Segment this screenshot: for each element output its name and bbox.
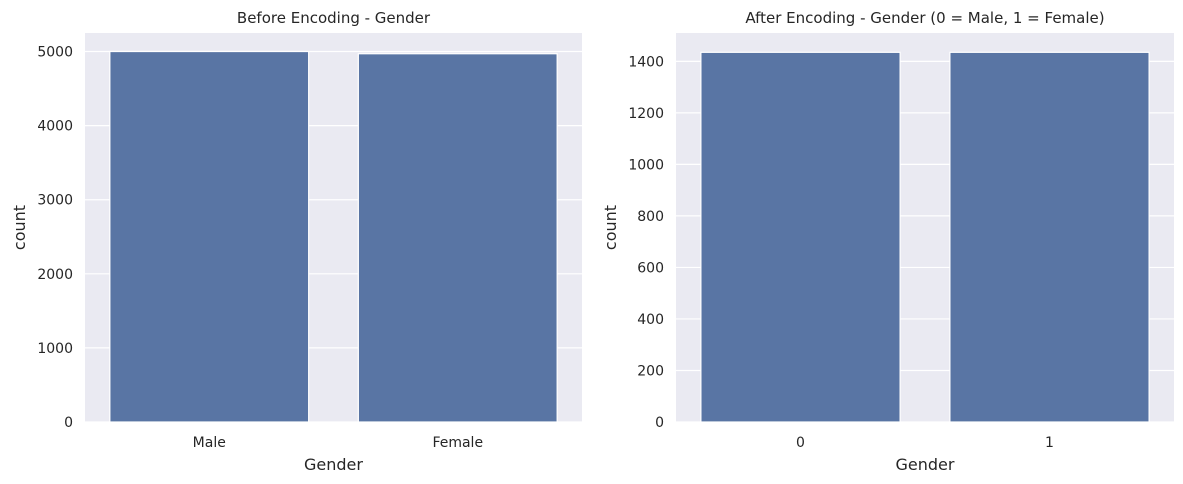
y-tick-label: 1000: [37, 341, 73, 357]
chart-title: Before Encoding - Gender: [237, 9, 431, 27]
y-tick-label: 600: [637, 260, 664, 276]
chart-before-encoding: 0 1000 2000 3000 4000 5000 Male Female Before …: [10, 9, 582, 474]
y-tick-label: 0: [64, 415, 73, 431]
y-tick-labels: 0 200 400 600 800 1000 1200 1400: [628, 54, 664, 431]
y-tick-label: 3000: [37, 193, 73, 209]
y-tick-label: 4000: [37, 119, 73, 135]
bar-1: [949, 51, 1150, 423]
y-tick-label: 1200: [628, 106, 664, 122]
y-tick-label: 1400: [628, 54, 664, 70]
bar-0: [700, 51, 901, 423]
y-tick-label: 0: [655, 415, 664, 431]
x-axis-label: Gender: [896, 455, 955, 474]
y-tick-label: 200: [637, 363, 664, 379]
x-tick-labels: Male Female: [193, 435, 483, 451]
y-tick-label: 2000: [37, 267, 73, 283]
y-tick-labels: 0 1000 2000 3000 4000 5000: [37, 45, 73, 431]
y-axis-label: count: [10, 205, 29, 250]
y-tick-label: 5000: [37, 45, 73, 61]
bar-male: [109, 50, 310, 423]
x-tick-label: 0: [796, 435, 805, 451]
bar-female: [357, 53, 558, 423]
x-tick-label: Female: [432, 435, 483, 451]
bars: [109, 50, 558, 423]
chart-title: After Encoding - Gender (0 = Male, 1 = F…: [745, 9, 1104, 27]
y-axis-label: count: [601, 205, 620, 250]
x-axis-label: Gender: [304, 455, 363, 474]
y-tick-label: 1000: [628, 157, 664, 173]
x-tick-label: Male: [193, 435, 226, 451]
y-tick-label: 400: [637, 312, 664, 328]
bars: [700, 51, 1150, 423]
x-tick-label: 1: [1045, 435, 1054, 451]
y-tick-label: 800: [637, 209, 664, 225]
